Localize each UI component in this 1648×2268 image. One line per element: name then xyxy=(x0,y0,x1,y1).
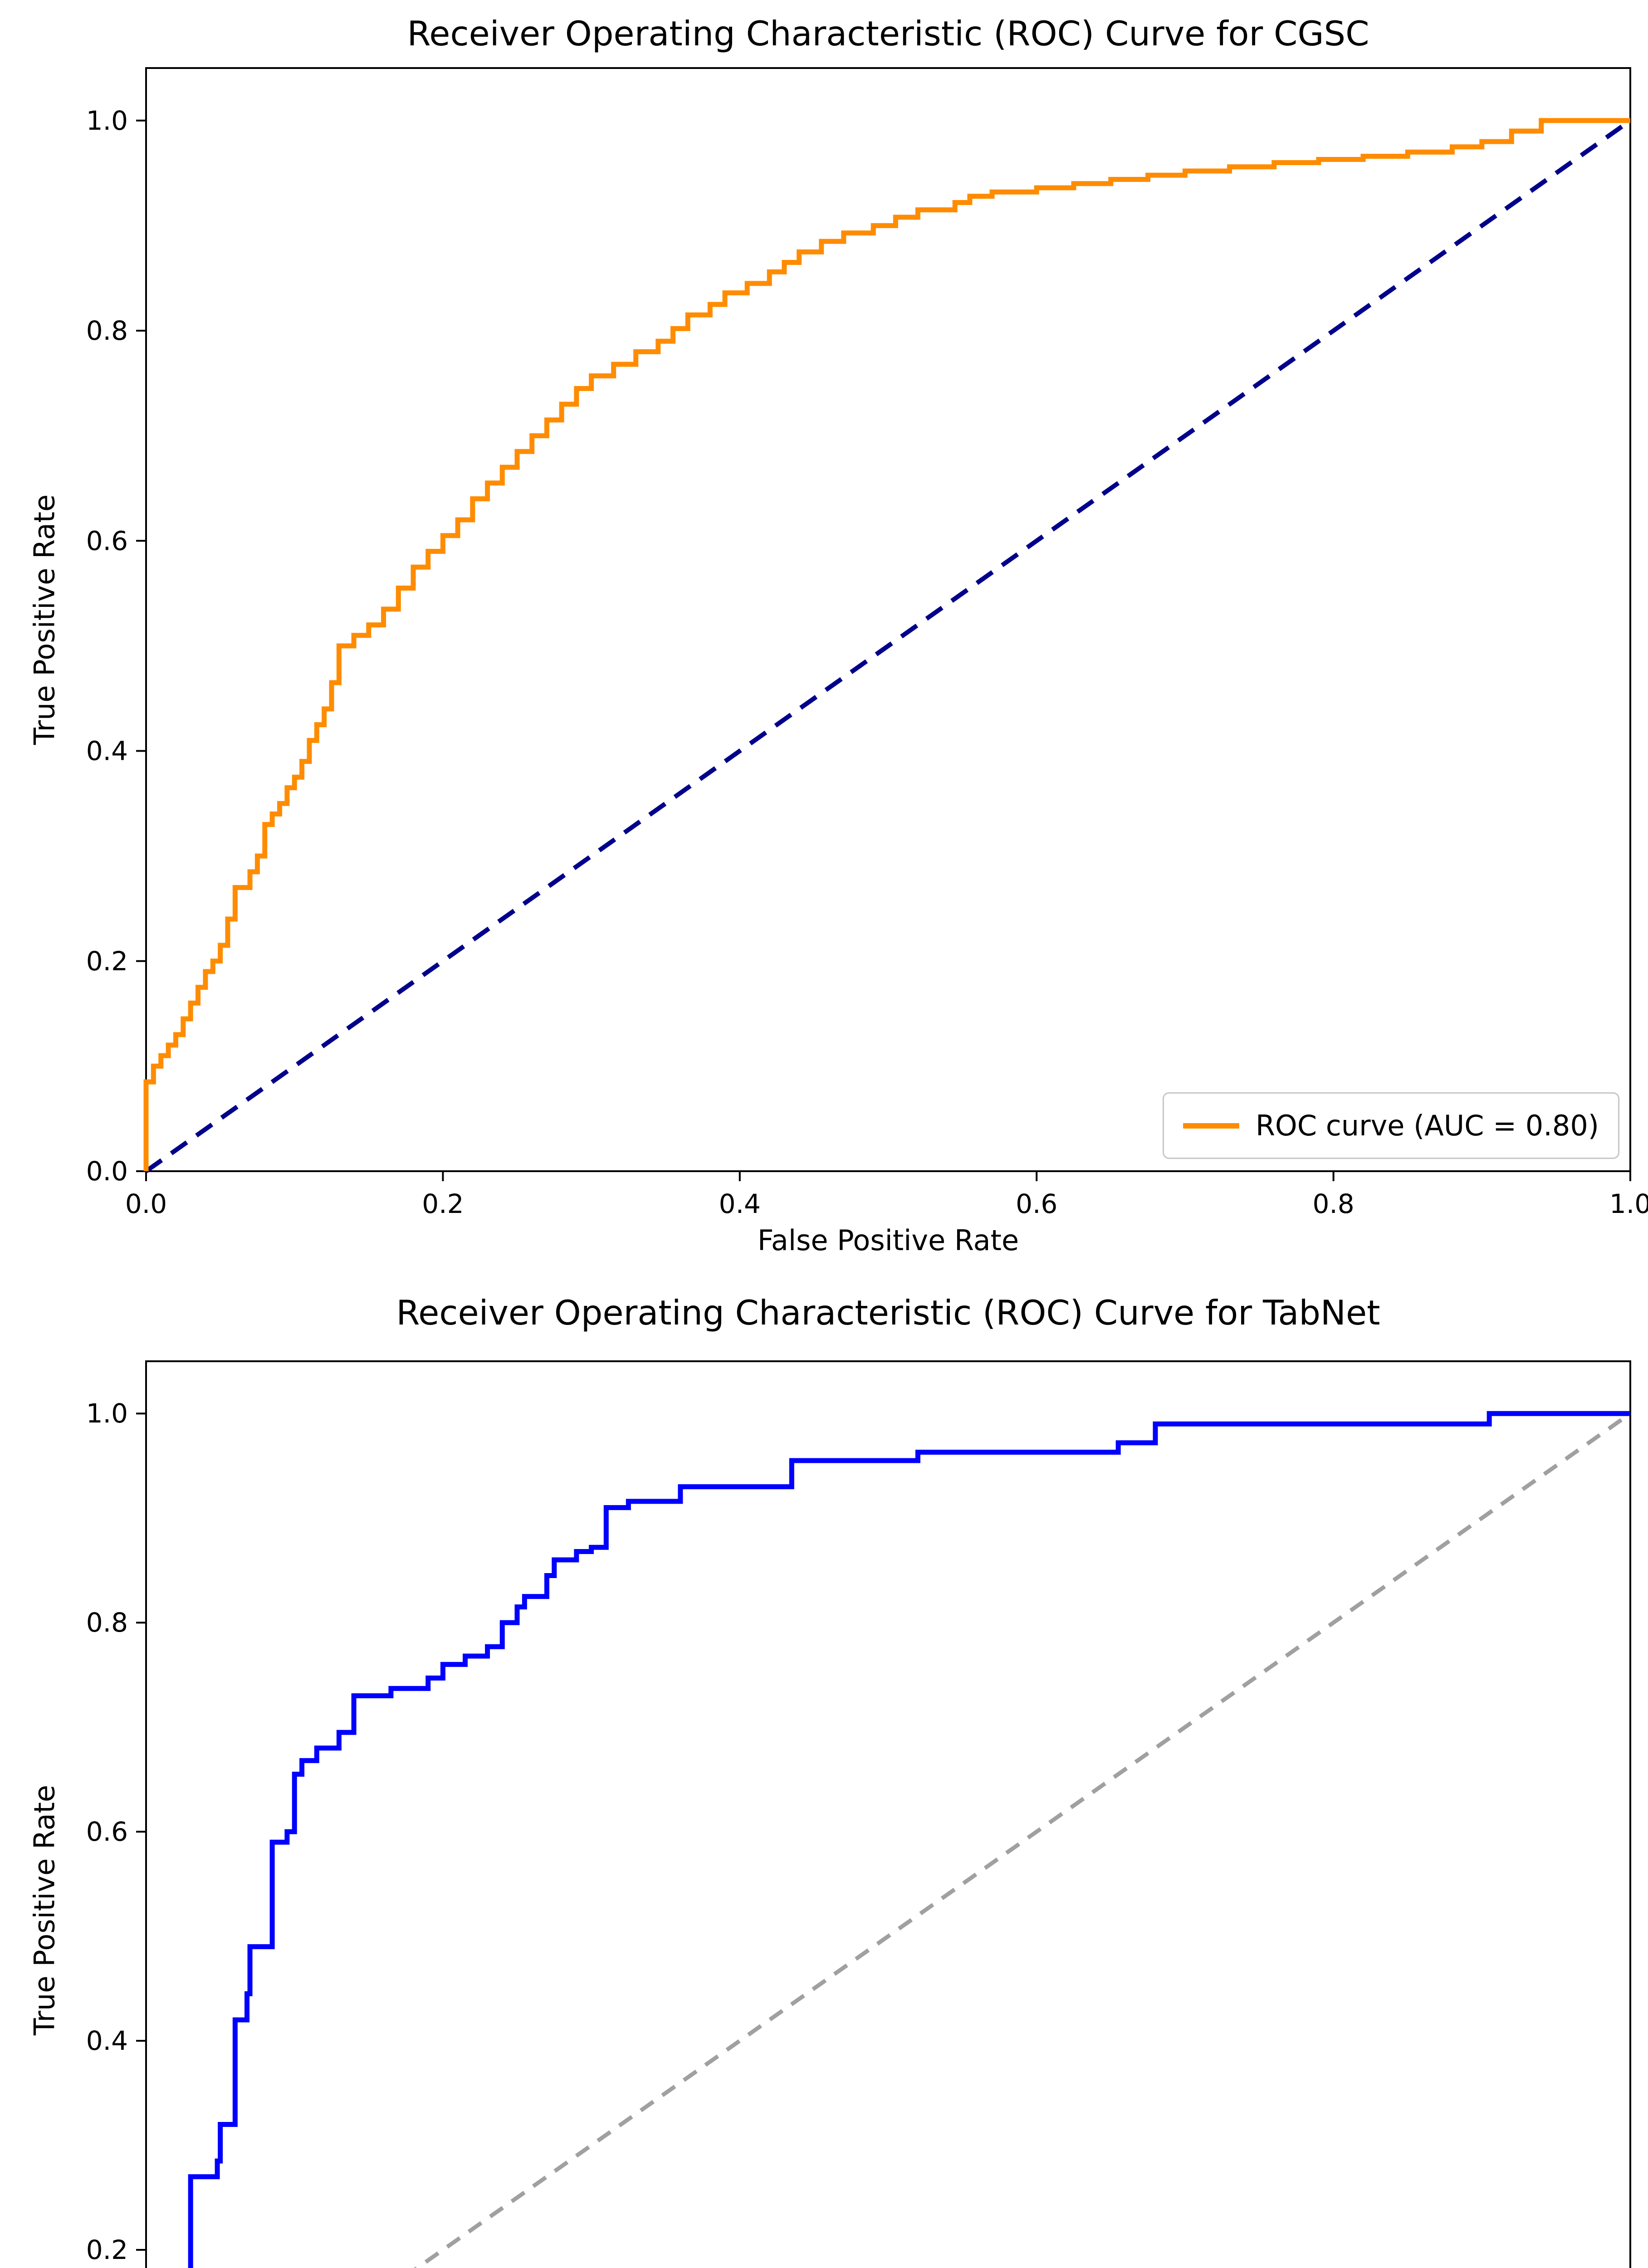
legend-box-cgsc: ROC curve (AUC = 0.80) xyxy=(1162,1092,1619,1159)
y-tick-label: 0.8 xyxy=(86,315,128,346)
y-tick-label: 0.4 xyxy=(86,2025,128,2056)
y-tick-label: 1.0 xyxy=(86,105,128,136)
x-axis-label-cgsc: False Positive Rate xyxy=(757,1224,1019,1257)
legend-label: ROC curve (AUC = 0.80) xyxy=(1255,1109,1599,1142)
y-tick-label: 0.2 xyxy=(86,2234,128,2265)
y-axis-label-cgsc: True Positive Rate xyxy=(28,494,61,745)
chance-diagonal-line xyxy=(413,1412,1632,2268)
axes-spines xyxy=(145,1360,1631,2268)
y-tick-label: 0.6 xyxy=(86,525,128,556)
y-tick-label: 1.0 xyxy=(86,1398,128,1429)
x-tick-label: 0.8 xyxy=(1312,1188,1354,1219)
roc-curve-line xyxy=(188,1411,1630,2268)
chance-diagonal-line xyxy=(145,118,1632,1173)
roc-curve-line xyxy=(143,118,1630,1171)
legend-line-swatch-orange xyxy=(1183,1123,1239,1129)
y-tick-label: 0.4 xyxy=(86,736,128,767)
chart-title-tabnet: Receiver Operating Characteristic (ROC) … xyxy=(396,1293,1380,1333)
x-tick-label: 0.0 xyxy=(125,1188,167,1219)
chart-title-cgsc: Receiver Operating Characteristic (ROC) … xyxy=(407,14,1369,54)
x-tick-label: 0.4 xyxy=(719,1188,761,1219)
y-tick-label: 0.6 xyxy=(86,1816,128,1847)
y-tick-label: 0.2 xyxy=(86,946,128,977)
y-tick-label: 0.8 xyxy=(86,1607,128,1638)
x-tick-label: 1.0 xyxy=(1609,1188,1648,1219)
axes-spines xyxy=(145,67,1631,1172)
x-tick-label: 0.6 xyxy=(1016,1188,1057,1219)
y-axis-label-tabnet: True Positive Rate xyxy=(28,1784,61,2036)
y-tick-label: 0.0 xyxy=(86,1156,128,1187)
x-tick-label: 0.2 xyxy=(422,1188,464,1219)
